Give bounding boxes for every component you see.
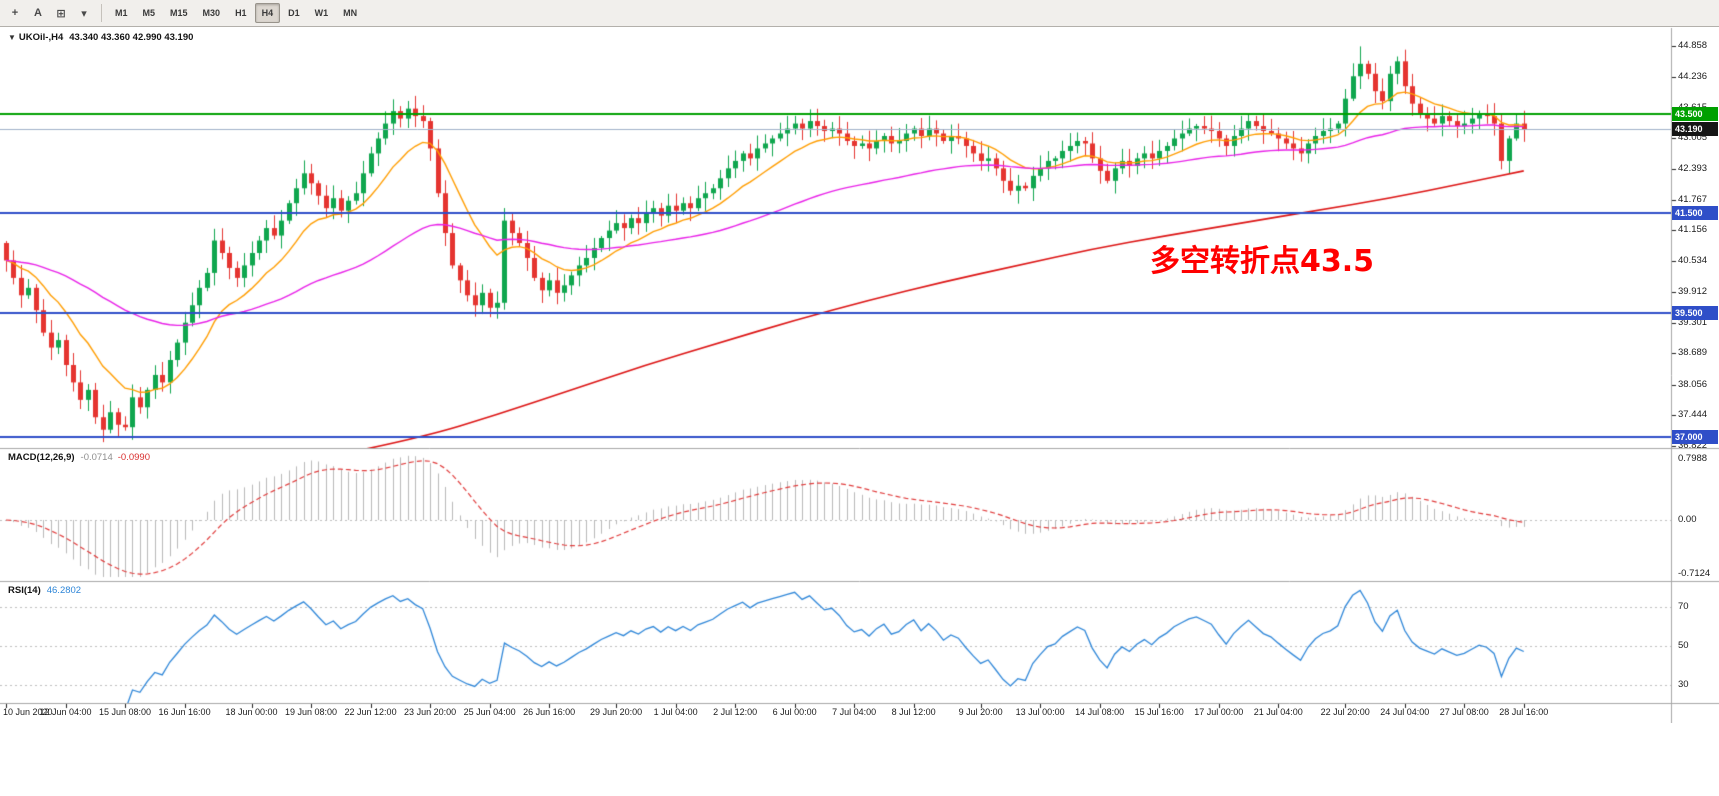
timeframe-h4-button[interactable]: H4 <box>254 3 281 23</box>
timeframe-m15-button[interactable]: M15 <box>170 8 188 18</box>
crosshair-icon[interactable]: + <box>11 7 19 19</box>
toolbar-separator <box>101 4 102 22</box>
toolbar: + A ⊞ ▾ M1 M5 M15 M30 H1 H4 D1 W1 MN <box>0 0 1719 27</box>
timeframe-button-group: M1 M5 M15 M30 H1 H4 D1 W1 MN <box>108 3 364 23</box>
toolbar-icon-group: + A ⊞ ▾ <box>4 2 95 24</box>
chart-canvas[interactable] <box>0 0 1719 723</box>
text-annotation-icon[interactable]: A <box>34 7 42 19</box>
timeframe-m1-button[interactable]: M1 <box>115 8 128 18</box>
timeframe-w1-button[interactable]: W1 <box>314 8 329 18</box>
shapes-icon[interactable]: ⊞ <box>56 7 66 20</box>
timeframe-mn-button[interactable]: MN <box>343 8 358 18</box>
arrow-dropdown-icon[interactable]: ▾ <box>81 7 87 20</box>
timeframe-d1-button[interactable]: D1 <box>288 8 300 18</box>
timeframe-m30-button[interactable]: M30 <box>202 8 221 18</box>
timeframe-h1-button[interactable]: H1 <box>235 8 247 18</box>
timeframe-m5-button[interactable]: M5 <box>142 8 156 18</box>
